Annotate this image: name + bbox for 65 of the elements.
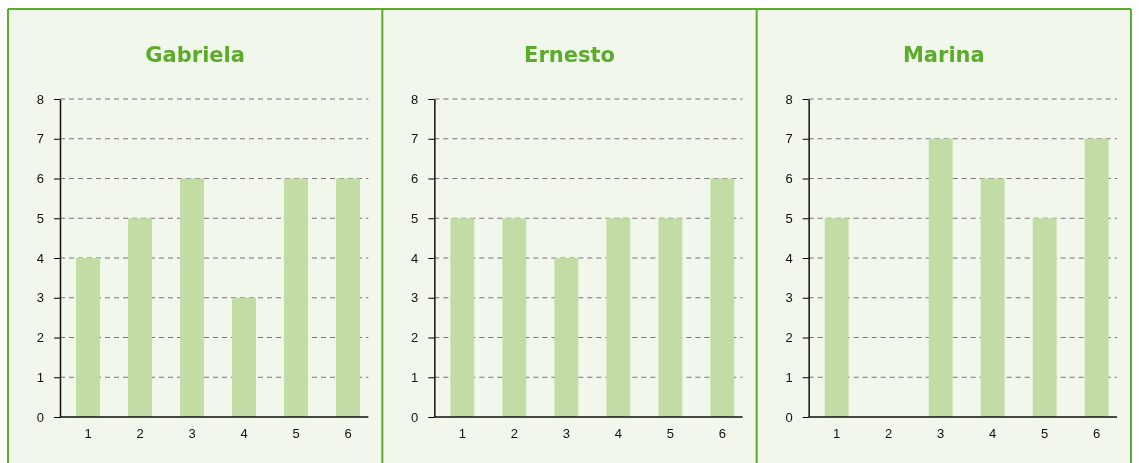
- bar: [928, 138, 953, 417]
- y-tick-label: 6: [411, 171, 419, 187]
- x-tick-label: 3: [937, 426, 945, 442]
- y-tick-label: 2: [36, 330, 44, 346]
- bar: [128, 218, 152, 417]
- y-tick-label: 8: [785, 91, 793, 107]
- bar: [76, 258, 100, 417]
- x-tick-label: 3: [188, 426, 196, 442]
- x-tick-label: 6: [1093, 426, 1101, 442]
- bar: [554, 258, 579, 417]
- x-tick-label: 5: [666, 426, 674, 442]
- bar: [336, 178, 360, 417]
- x-tick-label: 1: [458, 426, 466, 442]
- y-tick-label: 6: [785, 171, 793, 187]
- y-tick-label: 1: [411, 369, 419, 385]
- y-tick-label: 0: [36, 409, 44, 425]
- y-tick-label: 4: [411, 250, 419, 266]
- bar: [450, 218, 475, 417]
- x-tick-label: 2: [885, 426, 893, 442]
- bar: [980, 178, 1005, 417]
- x-tick-label: 5: [292, 426, 300, 442]
- x-tick-label: 6: [718, 426, 726, 442]
- x-tick-label: 4: [614, 426, 622, 442]
- bar: [232, 297, 256, 417]
- x-tick-label: 2: [136, 426, 144, 442]
- bar: [606, 218, 631, 417]
- y-tick-label: 5: [785, 210, 793, 226]
- chart-title: Marina: [902, 43, 985, 67]
- y-tick-label: 3: [411, 290, 419, 306]
- y-tick-label: 3: [785, 290, 793, 306]
- bar: [710, 178, 735, 417]
- y-tick-label: 1: [785, 369, 793, 385]
- bar: [180, 178, 204, 417]
- chart-title: Gabriela: [145, 43, 245, 67]
- x-tick-label: 4: [240, 426, 248, 442]
- bar: [658, 218, 683, 417]
- bar: [284, 178, 308, 417]
- y-tick-label: 7: [36, 131, 44, 147]
- y-tick-label: 5: [36, 210, 44, 226]
- y-tick-label: 2: [411, 330, 419, 346]
- y-tick-label: 3: [36, 290, 44, 306]
- x-tick-label: 2: [510, 426, 518, 442]
- bar: [1032, 218, 1057, 417]
- y-tick-label: 1: [36, 369, 44, 385]
- y-tick-label: 7: [411, 131, 419, 147]
- x-tick-label: 5: [1041, 426, 1049, 442]
- y-tick-label: 8: [411, 91, 419, 107]
- bar: [1084, 138, 1109, 417]
- y-tick-label: 4: [36, 250, 44, 266]
- x-tick-label: 1: [833, 426, 841, 442]
- chart-title: Ernesto: [524, 43, 615, 67]
- x-tick-label: 1: [84, 426, 92, 442]
- bar: [824, 218, 849, 417]
- y-tick-label: 8: [36, 91, 44, 107]
- x-tick-label: 3: [562, 426, 570, 442]
- y-tick-label: 7: [785, 131, 793, 147]
- y-tick-label: 6: [36, 171, 44, 187]
- y-tick-label: 0: [785, 409, 793, 425]
- y-tick-label: 2: [785, 330, 793, 346]
- y-tick-label: 4: [785, 250, 793, 266]
- x-tick-label: 4: [989, 426, 997, 442]
- bar: [502, 218, 527, 417]
- y-tick-label: 5: [411, 210, 419, 226]
- x-tick-label: 6: [344, 426, 352, 442]
- y-tick-label: 0: [411, 409, 419, 425]
